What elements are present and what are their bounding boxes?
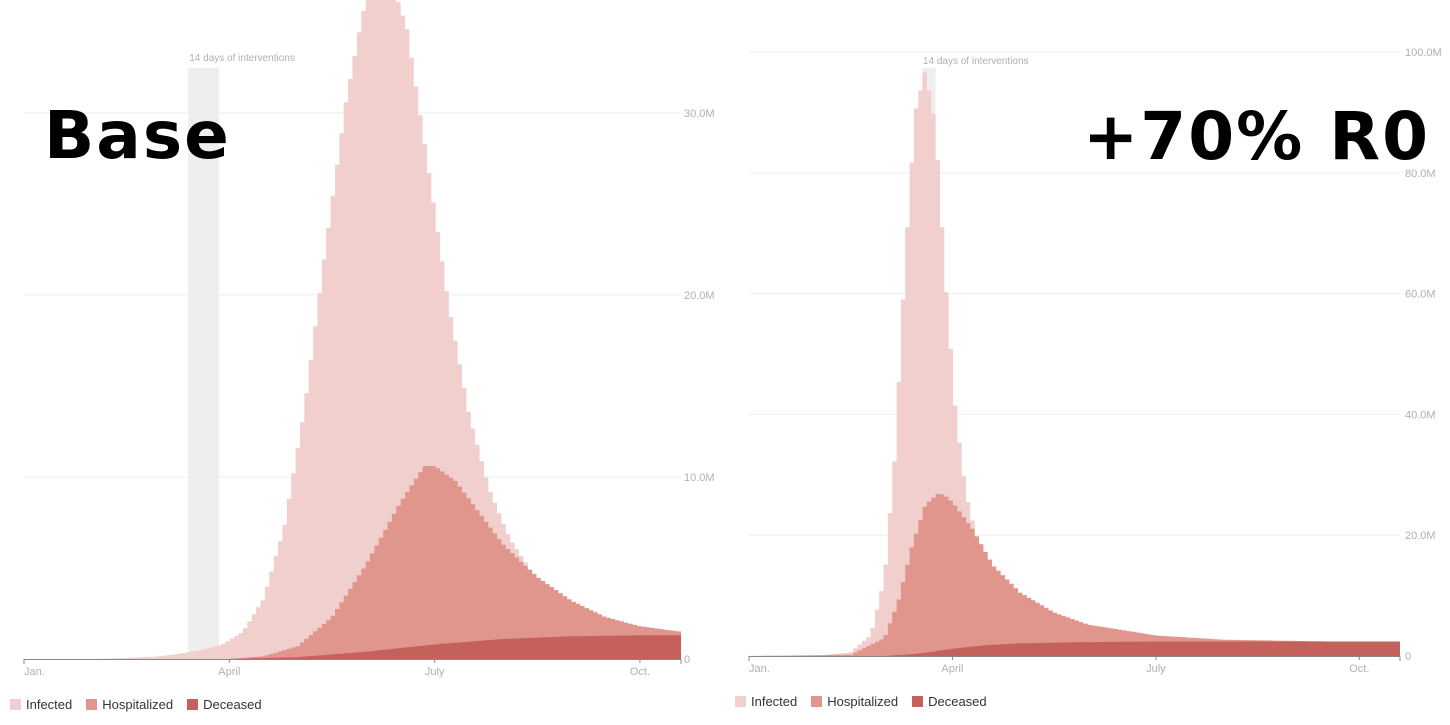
legend-swatch-deceased xyxy=(187,699,199,710)
legend-label-infected: Infected xyxy=(26,697,73,712)
series-area-infected xyxy=(24,0,681,659)
panel-label: +70% R0 xyxy=(1083,98,1430,175)
legend-item-infected: Infected xyxy=(10,697,72,712)
legend-item-hospitalized: Hospitalized xyxy=(811,694,898,709)
legend-label-hospitalized: Hospitalized xyxy=(102,697,174,712)
legend-item-deceased: Deceased xyxy=(912,694,987,709)
y-tick-label: 10.0M xyxy=(684,472,715,484)
legend: Infected Hospitalized Deceased xyxy=(735,694,1001,709)
series-area-hospitalized xyxy=(749,493,1400,656)
legend: Infected Hospitalized Deceased xyxy=(10,697,276,712)
x-tick-label: Oct. xyxy=(1349,663,1369,675)
legend-item-hospitalized: Hospitalized xyxy=(86,697,173,712)
x-tick-label: July xyxy=(425,666,445,678)
y-tick-label: 40.0M xyxy=(1405,409,1436,421)
y-tick-label: 20.0M xyxy=(1405,530,1436,542)
legend-label-infected: Infected xyxy=(751,694,798,709)
legend-label-hospitalized: Hospitalized xyxy=(827,694,899,709)
y-tick-label: 30.0M xyxy=(684,108,715,120)
chart-svg-plus70: 0 20.0M 40.0M 60.0M 80.0M 100.0M 14 days of in… xyxy=(748,47,1442,675)
x-tick-label: July xyxy=(1146,663,1166,675)
x-tick-label: Jan. xyxy=(749,663,770,675)
y-tick-label: 0 xyxy=(1405,651,1411,663)
legend-item-deceased: Deceased xyxy=(187,697,262,712)
y-tick-label: 60.0M xyxy=(1405,289,1436,301)
y-tick-label: 0 xyxy=(684,654,690,666)
legend-item-infected: Infected xyxy=(735,694,797,709)
intervention-band xyxy=(188,68,220,659)
legend-swatch-infected xyxy=(10,699,21,710)
x-tick-label: April xyxy=(941,663,963,675)
series-area-deceased xyxy=(749,641,1400,656)
chart-panel-plus70: 0 20.0M 40.0M 60.0M 80.0M 100.0M 14 days of in… xyxy=(725,0,1450,725)
chart-svg-base: 0 10.0M 20.0M 30.0M 14 days of interventions… xyxy=(23,0,715,678)
y-tick-label: 80.0M xyxy=(1405,168,1436,180)
legend-label-deceased: Deceased xyxy=(928,694,987,709)
y-tick-label: 20.0M xyxy=(684,290,715,302)
x-tick-label: Jan. xyxy=(24,666,45,678)
legend-swatch-hospitalized xyxy=(811,696,823,707)
intervention-annotation: 14 days of interventions xyxy=(189,53,295,64)
legend-swatch-hospitalized xyxy=(86,699,98,710)
legend-swatch-deceased xyxy=(912,696,924,707)
chart-panel-base: 0 10.0M 20.0M 30.0M 14 days of interventions… xyxy=(10,0,715,712)
x-tick-label: April xyxy=(218,666,240,678)
series-area-deceased xyxy=(24,635,681,659)
series-area-infected xyxy=(749,72,1400,656)
y-tick-label: 100.0M xyxy=(1405,47,1442,59)
panel-label: Base xyxy=(44,97,231,174)
x-tick-label: Oct. xyxy=(630,666,650,678)
intervention-annotation: 14 days of interventions xyxy=(923,56,1029,67)
legend-label-deceased: Deceased xyxy=(203,697,262,712)
legend-swatch-infected xyxy=(735,696,746,707)
series-area-hospitalized xyxy=(24,466,681,659)
